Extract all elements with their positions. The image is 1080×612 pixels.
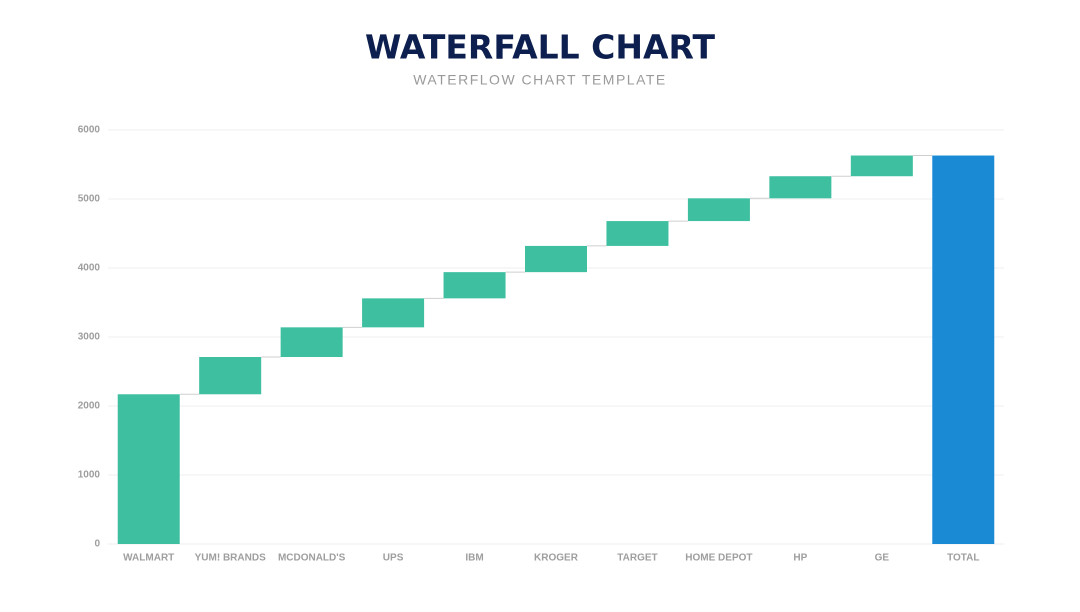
x-tick-label: HOME DEPOT: [685, 553, 752, 564]
bar: [525, 245, 587, 273]
bar: [606, 221, 669, 246]
bar: [850, 155, 913, 177]
bar: [362, 298, 425, 328]
x-tick-label: HP: [793, 553, 807, 564]
y-tick-label: 2000: [78, 401, 101, 412]
y-tick-label: 5000: [78, 194, 101, 205]
y-tick-label: 4000: [78, 263, 101, 274]
bar: [443, 272, 506, 299]
y-tick-label: 1000: [78, 470, 101, 481]
bar: [932, 155, 995, 544]
x-tick-label: WALMART: [123, 553, 174, 564]
bar: [769, 176, 832, 199]
x-tick-label: IBM: [465, 553, 483, 564]
y-tick-label: 6000: [78, 125, 101, 136]
y-tick-label: 0: [94, 539, 100, 550]
x-tick-label: YUM! BRANDS: [195, 553, 266, 564]
bar: [280, 327, 343, 358]
x-tick-label: MCDONALD'S: [278, 553, 346, 564]
x-tick-label: UPS: [383, 553, 404, 564]
bar: [117, 394, 180, 544]
bar: [199, 357, 262, 395]
chart-subtitle: WATERFLOW CHART TEMPLATE: [413, 72, 667, 88]
bar: [687, 198, 750, 222]
x-tick-label: TARGET: [617, 553, 657, 564]
y-tick-label: 3000: [78, 332, 101, 343]
x-tick-label: KROGER: [534, 553, 579, 564]
x-tick-label: TOTAL: [947, 553, 979, 564]
chart-title: WATERFALL CHART: [365, 28, 716, 67]
x-tick-label: GE: [875, 553, 890, 564]
